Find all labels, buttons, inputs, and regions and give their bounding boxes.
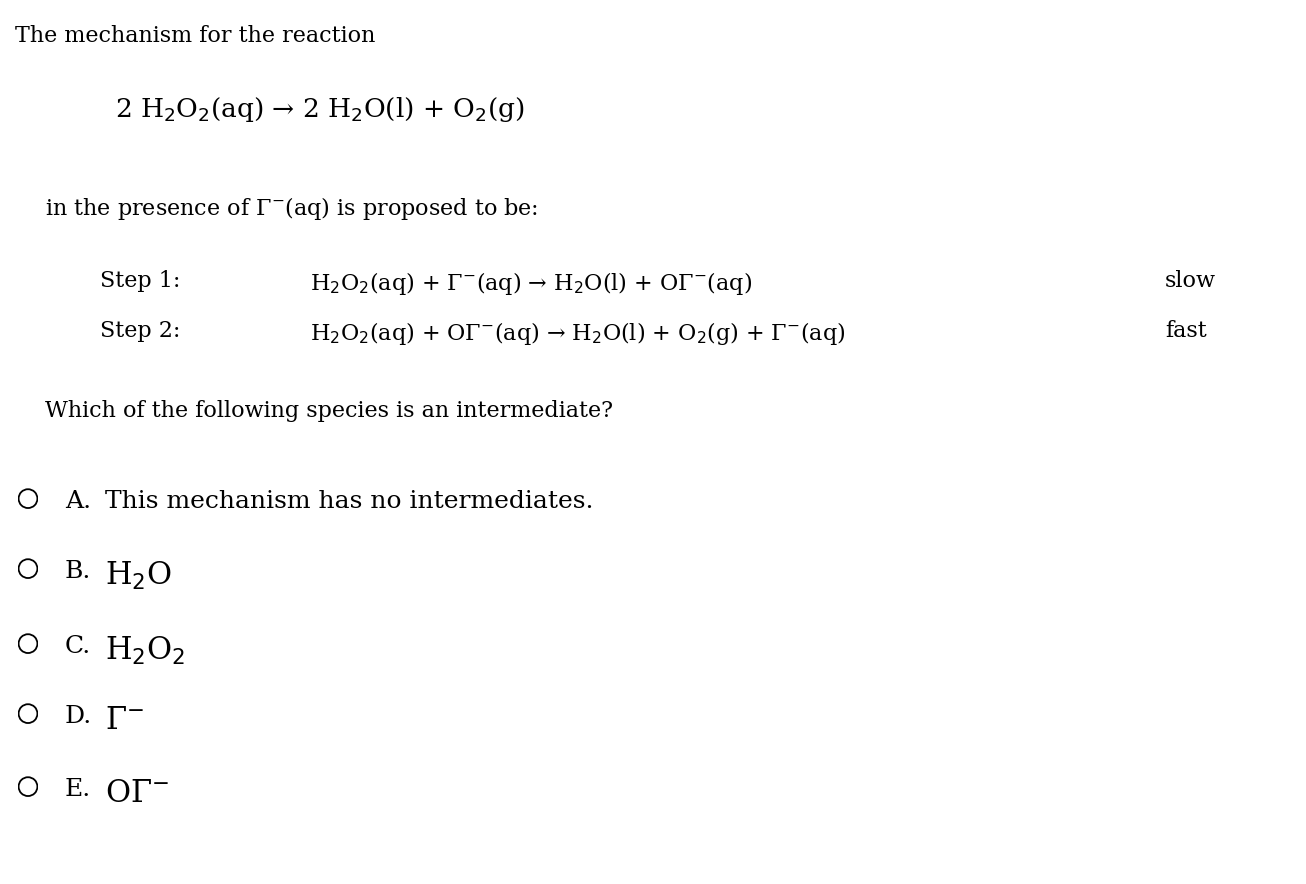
Text: A.: A. bbox=[65, 490, 91, 513]
Text: OΓ$^{-}$: OΓ$^{-}$ bbox=[104, 778, 168, 809]
Text: Step 2:: Step 2: bbox=[101, 320, 180, 342]
Text: H$_2$O$_2$(aq) + OΓ$^{-}$(aq) → H$_2$O(l) + O$_2$(g) + Γ$^{-}$(aq): H$_2$O$_2$(aq) + OΓ$^{-}$(aq) → H$_2$O(l… bbox=[310, 320, 845, 347]
Text: Which of the following species is an intermediate?: Which of the following species is an int… bbox=[44, 400, 613, 422]
Text: Step 1:: Step 1: bbox=[101, 270, 180, 292]
Text: 2 H$_2$O$_2$(aq) → 2 H$_2$O(l) + O$_2$(g): 2 H$_2$O$_2$(aq) → 2 H$_2$O(l) + O$_2$(g… bbox=[115, 95, 525, 124]
Text: H$_2$O: H$_2$O bbox=[104, 560, 171, 592]
Text: The mechanism for the reaction: The mechanism for the reaction bbox=[14, 25, 375, 47]
Text: E.: E. bbox=[65, 778, 91, 801]
Text: slow: slow bbox=[1165, 270, 1216, 292]
Text: C.: C. bbox=[65, 635, 91, 658]
Text: fast: fast bbox=[1165, 320, 1207, 342]
Text: H$_2$O$_2$(aq) + Γ$^{-}$(aq) → H$_2$O(l) + OΓ$^{-}$(aq): H$_2$O$_2$(aq) + Γ$^{-}$(aq) → H$_2$O(l)… bbox=[310, 270, 752, 297]
Text: H$_2$O$_2$: H$_2$O$_2$ bbox=[104, 635, 185, 667]
Text: Γ$^{-}$: Γ$^{-}$ bbox=[104, 705, 144, 736]
Text: D.: D. bbox=[65, 705, 93, 728]
Text: B.: B. bbox=[65, 560, 91, 583]
Text: in the presence of Γ$^{-}$(aq) is proposed to be:: in the presence of Γ$^{-}$(aq) is propos… bbox=[44, 195, 538, 222]
Text: This mechanism has no intermediates.: This mechanism has no intermediates. bbox=[104, 490, 593, 513]
